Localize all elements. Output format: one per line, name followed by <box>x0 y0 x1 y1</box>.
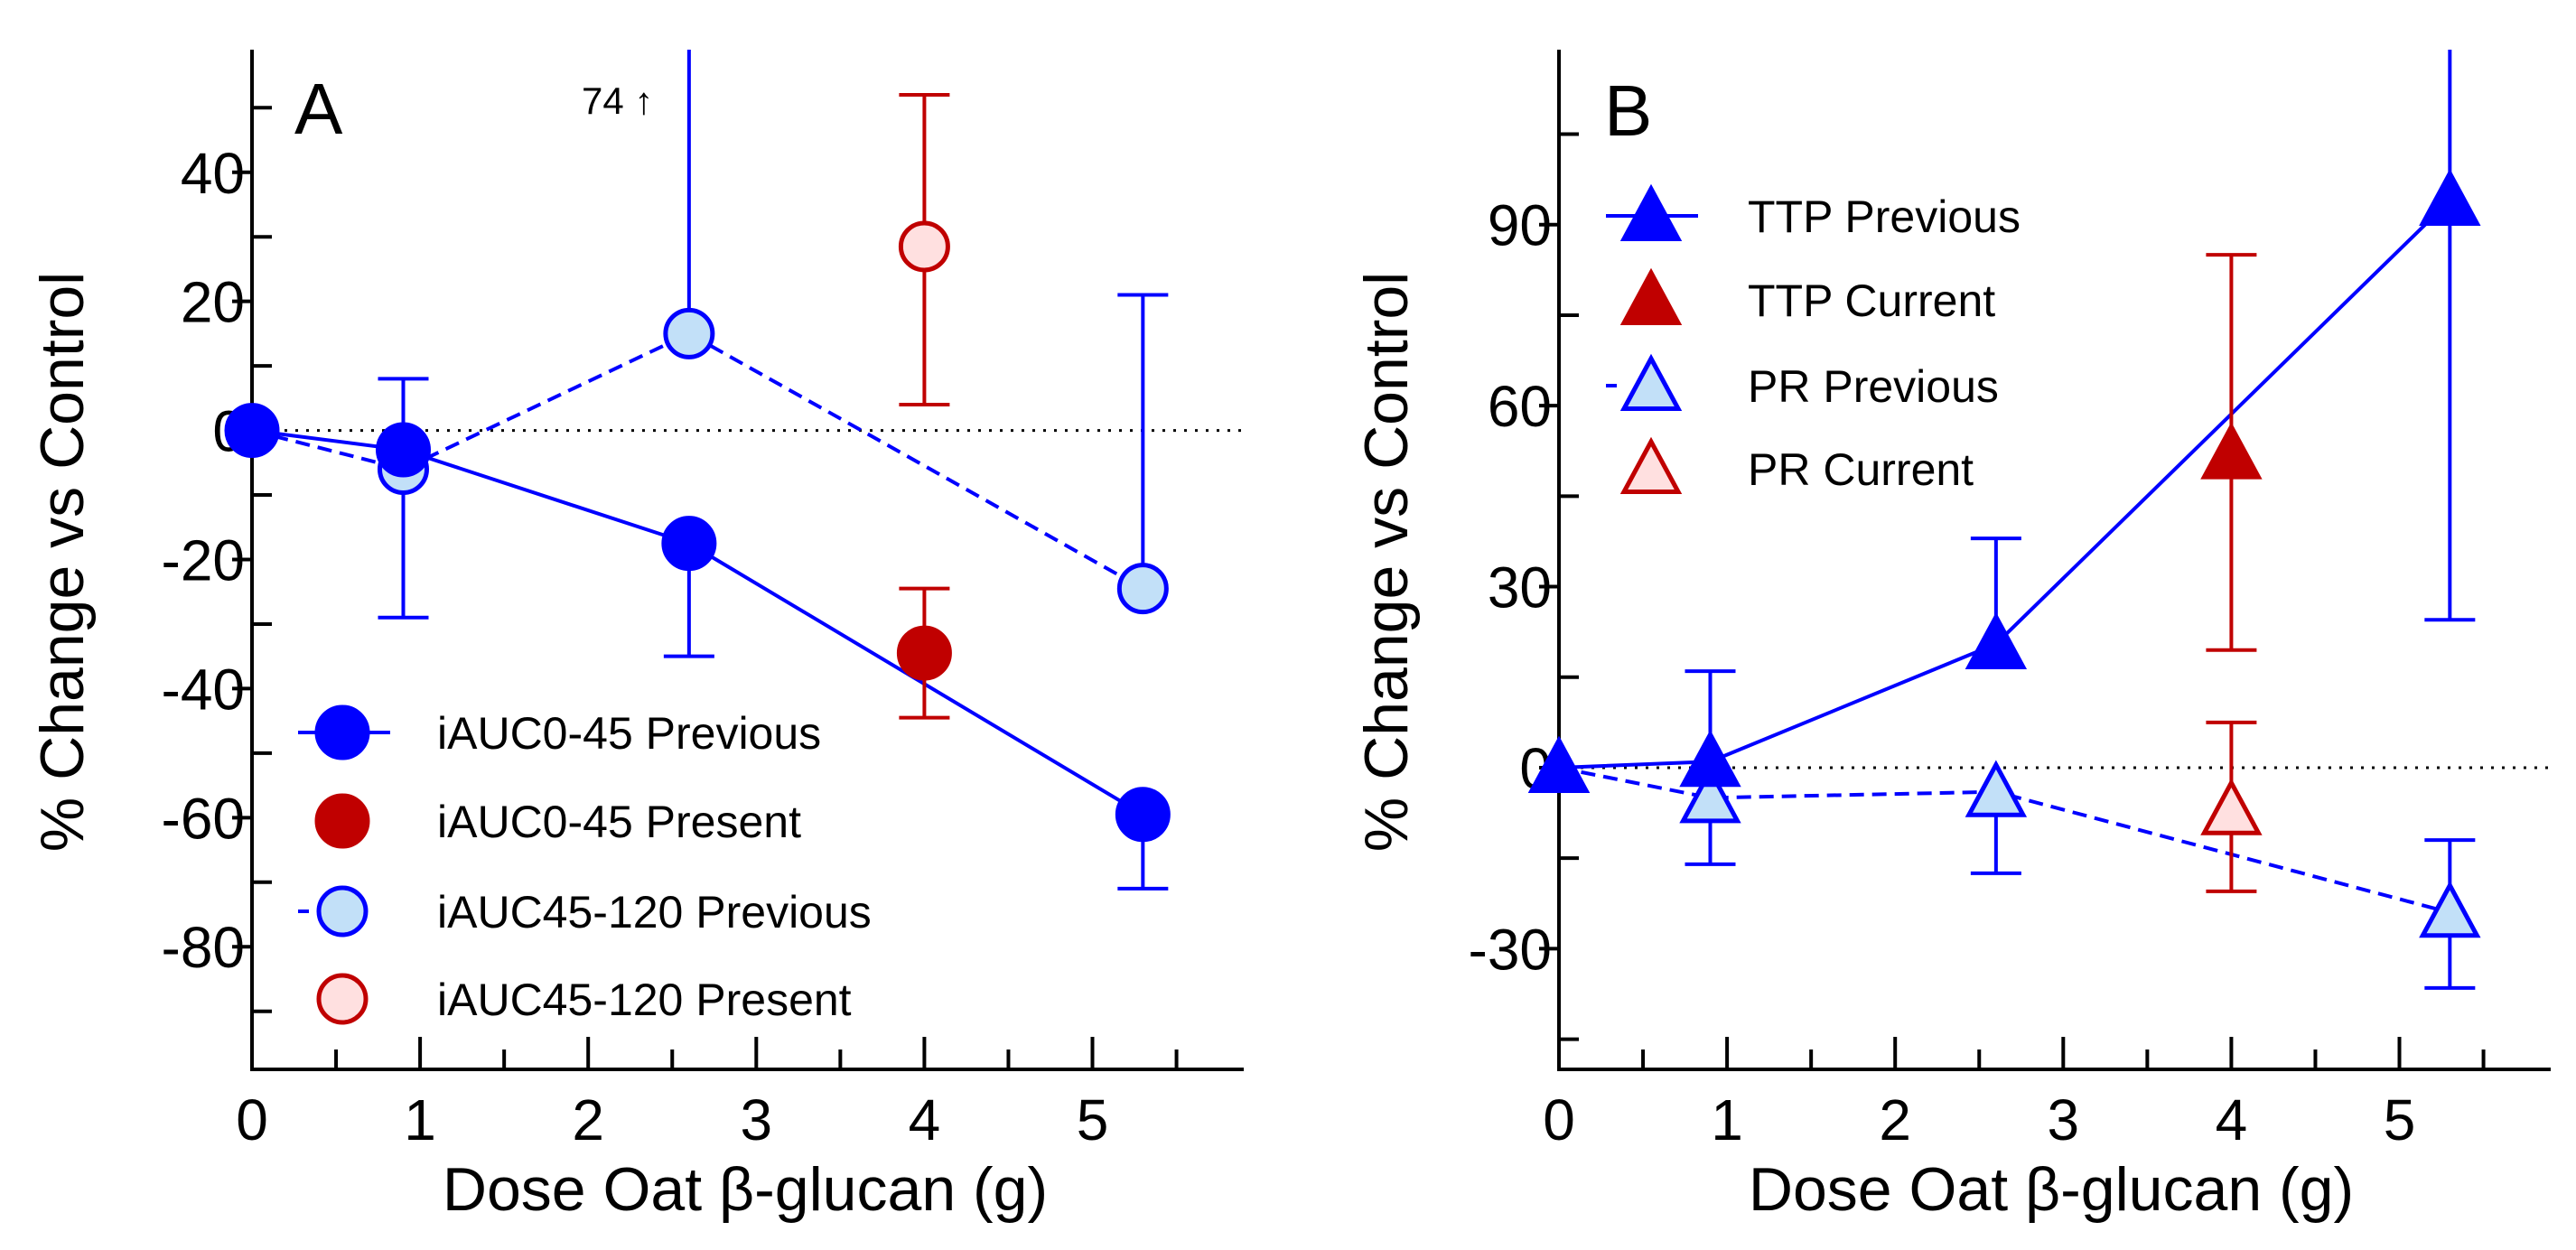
x-tick-label: 2 <box>572 1087 604 1152</box>
data-point <box>1527 735 1591 793</box>
y-tick-label: 30 <box>1488 555 1552 620</box>
panel-label-a: A <box>294 69 343 149</box>
legend-marker <box>314 704 370 760</box>
data-point <box>896 625 952 681</box>
legend-label: TTP Current <box>1748 275 1995 326</box>
data-point <box>1965 760 2028 817</box>
data-point <box>1115 787 1171 843</box>
legend-label: TTP Previous <box>1748 191 2021 242</box>
data-point <box>1679 766 1741 824</box>
data-point <box>375 422 431 478</box>
y-tick-label: 60 <box>1488 374 1552 439</box>
data-point <box>2200 422 2263 480</box>
panel-label-b: B <box>1604 70 1652 151</box>
y-tick-label: 20 <box>181 270 245 335</box>
series-line <box>251 331 1144 591</box>
x-tick-label: 1 <box>404 1087 436 1152</box>
data-point <box>2419 168 2481 227</box>
y-axis-label-a: % Change vs Control <box>28 272 97 853</box>
data-point <box>661 516 717 572</box>
x-tick-label: 4 <box>909 1087 941 1152</box>
y-tick-label: 40 <box>181 141 245 206</box>
legend-label: PR Current <box>1748 444 1974 495</box>
data-point <box>2200 778 2263 835</box>
data-point <box>1116 563 1169 615</box>
legend-marker <box>316 885 369 938</box>
y-tick-label: -40 <box>162 657 246 722</box>
data-point <box>1965 611 2028 670</box>
x-tick-label: 3 <box>741 1087 773 1152</box>
y-tick-label: -80 <box>162 915 246 980</box>
legend-marker <box>1619 353 1683 411</box>
legend-label: iAUC45-120 Previous <box>437 887 872 938</box>
clipped-value-annotation: 74 ↑ <box>582 79 653 122</box>
x-tick-label: 5 <box>1077 1087 1109 1152</box>
x-axis-label-a: Dose Oat β-glucan (g) <box>443 1155 1048 1224</box>
data-point <box>1679 730 1741 788</box>
series-line <box>1558 199 2451 770</box>
legend-marker <box>314 793 370 849</box>
series-line <box>1558 766 2450 915</box>
legend-label: iAUC0-45 Previous <box>437 708 821 759</box>
legend-marker <box>1619 436 1683 494</box>
x-tick-label: 0 <box>236 1087 268 1152</box>
x-tick-label: 3 <box>2048 1087 2080 1152</box>
legend-marker <box>1619 183 1683 241</box>
y-tick-label: 90 <box>1488 193 1552 258</box>
y-tick-label: -60 <box>162 786 246 851</box>
x-tick-label: 2 <box>1879 1087 1911 1152</box>
x-axis-label-b: Dose Oat β-glucan (g) <box>1749 1155 2354 1224</box>
data-point <box>2419 881 2481 938</box>
panel-b: B Dose Oat β-glucan (g) % Change vs Cont… <box>1352 50 2551 1224</box>
y-axis-label-b: % Change vs Control <box>1352 272 1421 853</box>
legend-marker <box>316 973 369 1025</box>
data-point <box>898 220 950 273</box>
legend-label: iAUC45-120 Present <box>437 975 852 1025</box>
x-tick-label: 0 <box>1543 1087 1575 1152</box>
legend-marker <box>1619 267 1683 325</box>
legend-label: PR Previous <box>1748 361 1999 412</box>
legend-label: iAUC0-45 Present <box>437 797 801 847</box>
panel-a: A 74 ↑ Dose Oat β-glucan (g) % Change vs… <box>28 50 1244 1224</box>
y-tick-label: -20 <box>162 528 246 593</box>
data-point <box>663 307 715 359</box>
y-tick-label: -30 <box>1469 917 1553 982</box>
x-tick-label: 4 <box>2216 1087 2248 1152</box>
x-tick-label: 5 <box>2384 1087 2416 1152</box>
data-point <box>224 403 280 459</box>
x-tick-label: 1 <box>1711 1087 1743 1152</box>
